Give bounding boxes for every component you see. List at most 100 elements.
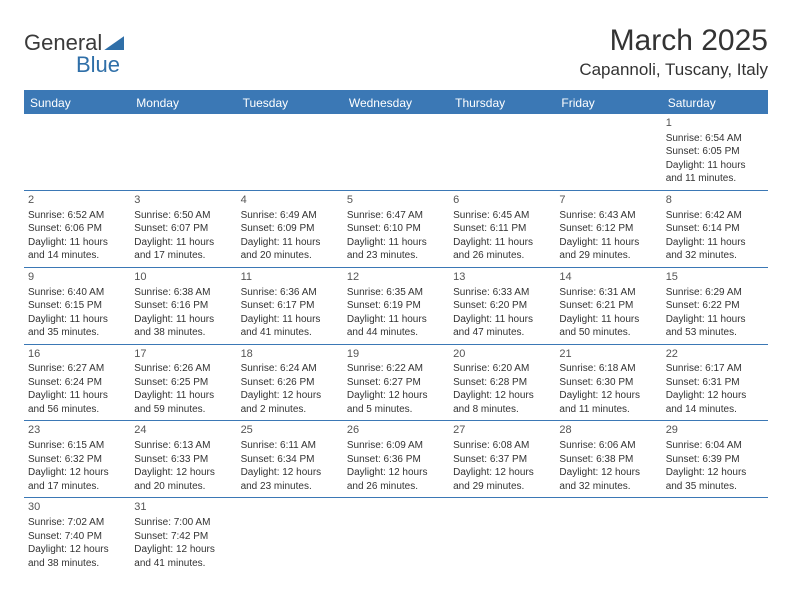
week-row: 9Sunrise: 6:40 AMSunset: 6:15 PMDaylight… (24, 268, 768, 345)
day-cell: 16Sunrise: 6:27 AMSunset: 6:24 PMDayligh… (24, 345, 130, 421)
day-number: 13 (453, 270, 551, 285)
logo-text-part2: Blue (76, 52, 120, 78)
day-cell: 27Sunrise: 6:08 AMSunset: 6:37 PMDayligh… (449, 421, 555, 497)
sunset-text: Sunset: 6:20 PM (453, 299, 551, 313)
sunset-text: Sunset: 6:06 PM (28, 222, 126, 236)
daylight-text: and 23 minutes. (241, 480, 339, 494)
day-number: 11 (241, 270, 339, 285)
weekday-header: Monday (130, 92, 236, 114)
daylight-text: and 20 minutes. (134, 480, 232, 494)
day-number: 25 (241, 423, 339, 438)
day-number: 19 (347, 347, 445, 362)
day-cell: 13Sunrise: 6:33 AMSunset: 6:20 PMDayligh… (449, 268, 555, 344)
sunrise-text: Sunrise: 6:13 AM (134, 439, 232, 453)
sunrise-text: Sunrise: 6:31 AM (559, 286, 657, 300)
daylight-text: Daylight: 12 hours (453, 389, 551, 403)
daylight-text: and 17 minutes. (134, 249, 232, 263)
sunset-text: Sunset: 6:33 PM (134, 453, 232, 467)
day-cell (130, 114, 236, 190)
sunset-text: Sunset: 6:09 PM (241, 222, 339, 236)
weekday-header: Wednesday (343, 92, 449, 114)
daylight-text: and 50 minutes. (559, 326, 657, 340)
sunrise-text: Sunrise: 6:04 AM (666, 439, 764, 453)
day-cell (662, 498, 768, 574)
daylight-text: Daylight: 11 hours (559, 313, 657, 327)
daylight-text: Daylight: 12 hours (134, 543, 232, 557)
sunrise-text: Sunrise: 6:11 AM (241, 439, 339, 453)
sunrise-text: Sunrise: 6:52 AM (28, 209, 126, 223)
daylight-text: Daylight: 12 hours (347, 466, 445, 480)
daylight-text: and 29 minutes. (559, 249, 657, 263)
day-cell: 28Sunrise: 6:06 AMSunset: 6:38 PMDayligh… (555, 421, 661, 497)
day-cell: 15Sunrise: 6:29 AMSunset: 6:22 PMDayligh… (662, 268, 768, 344)
sunset-text: Sunset: 6:30 PM (559, 376, 657, 390)
day-number: 30 (28, 500, 126, 515)
sunrise-text: Sunrise: 6:50 AM (134, 209, 232, 223)
day-number: 2 (28, 193, 126, 208)
daylight-text: and 59 minutes. (134, 403, 232, 417)
sunset-text: Sunset: 6:12 PM (559, 222, 657, 236)
sunset-text: Sunset: 6:27 PM (347, 376, 445, 390)
daylight-text: Daylight: 12 hours (559, 466, 657, 480)
daylight-text: Daylight: 12 hours (134, 466, 232, 480)
sunset-text: Sunset: 6:26 PM (241, 376, 339, 390)
day-number: 7 (559, 193, 657, 208)
daylight-text: and 32 minutes. (666, 249, 764, 263)
daylight-text: and 53 minutes. (666, 326, 764, 340)
day-cell: 5Sunrise: 6:47 AMSunset: 6:10 PMDaylight… (343, 191, 449, 267)
day-number: 18 (241, 347, 339, 362)
sunrise-text: Sunrise: 6:22 AM (347, 362, 445, 376)
week-row: 30Sunrise: 7:02 AMSunset: 7:40 PMDayligh… (24, 498, 768, 574)
weekday-header-row: SundayMondayTuesdayWednesdayThursdayFrid… (24, 92, 768, 114)
daylight-text: Daylight: 11 hours (453, 236, 551, 250)
daylight-text: and 26 minutes. (347, 480, 445, 494)
daylight-text: and 44 minutes. (347, 326, 445, 340)
title-block: March 2025 Capannoli, Tuscany, Italy (579, 24, 768, 80)
day-number: 28 (559, 423, 657, 438)
sunrise-text: Sunrise: 6:42 AM (666, 209, 764, 223)
day-cell: 18Sunrise: 6:24 AMSunset: 6:26 PMDayligh… (237, 345, 343, 421)
daylight-text: Daylight: 12 hours (28, 543, 126, 557)
day-number: 24 (134, 423, 232, 438)
sunrise-text: Sunrise: 6:20 AM (453, 362, 551, 376)
day-number: 3 (134, 193, 232, 208)
day-cell: 24Sunrise: 6:13 AMSunset: 6:33 PMDayligh… (130, 421, 236, 497)
sunrise-text: Sunrise: 6:54 AM (666, 132, 764, 146)
daylight-text: Daylight: 11 hours (666, 313, 764, 327)
week-row: 1Sunrise: 6:54 AMSunset: 6:05 PMDaylight… (24, 114, 768, 191)
daylight-text: Daylight: 11 hours (559, 236, 657, 250)
sunrise-text: Sunrise: 6:45 AM (453, 209, 551, 223)
daylight-text: and 23 minutes. (347, 249, 445, 263)
week-row: 2Sunrise: 6:52 AMSunset: 6:06 PM Daylight… (24, 191, 768, 268)
day-number: 26 (347, 423, 445, 438)
day-cell (555, 114, 661, 190)
day-cell (449, 498, 555, 574)
sunset-text: Sunset: 6:05 PM (666, 145, 764, 159)
daylight-text: and 41 minutes. (241, 326, 339, 340)
daylight-text: and 47 minutes. (453, 326, 551, 340)
sunset-text: Sunset: 6:22 PM (666, 299, 764, 313)
day-cell: 3Sunrise: 6:50 AMSunset: 6:07 PMDaylight… (130, 191, 236, 267)
sunset-text: Sunset: 7:42 PM (134, 530, 232, 544)
daylight-text: and 26 minutes. (453, 249, 551, 263)
daylight-text: Daylight: 11 hours (134, 389, 232, 403)
daylight-text: Daylight: 11 hours (347, 313, 445, 327)
daylight-text: and 17 minutes. (28, 480, 126, 494)
day-number: 22 (666, 347, 764, 362)
daylight-text: Daylight: 11 hours (347, 236, 445, 250)
day-cell: 11Sunrise: 6:36 AMSunset: 6:17 PMDayligh… (237, 268, 343, 344)
day-cell: 2Sunrise: 6:52 AMSunset: 6:06 PMDaylight… (24, 191, 130, 267)
sunset-text: Sunset: 6:21 PM (559, 299, 657, 313)
day-number: 27 (453, 423, 551, 438)
sunrise-text: Sunrise: 6:40 AM (28, 286, 126, 300)
day-cell: 22Sunrise: 6:17 AMSunset: 6:31 PMDayligh… (662, 345, 768, 421)
day-number: 21 (559, 347, 657, 362)
day-cell: 30Sunrise: 7:02 AMSunset: 7:40 PMDayligh… (24, 498, 130, 574)
daylight-text: Daylight: 12 hours (241, 389, 339, 403)
day-cell (237, 114, 343, 190)
sunset-text: Sunset: 6:11 PM (453, 222, 551, 236)
daylight-text: Daylight: 12 hours (453, 466, 551, 480)
daylight-text: Daylight: 11 hours (241, 313, 339, 327)
sunrise-text: Sunrise: 6:36 AM (241, 286, 339, 300)
day-cell (449, 114, 555, 190)
